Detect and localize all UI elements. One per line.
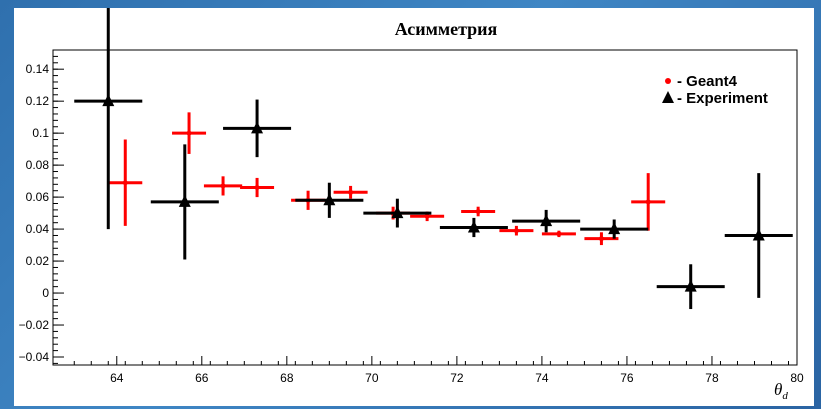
data-point-marker <box>608 222 621 235</box>
data-point-marker <box>598 236 604 242</box>
series-geant4 <box>108 112 666 246</box>
data-point-marker <box>251 121 264 134</box>
y-tick-label: 0.04 <box>26 222 50 236</box>
data-point-marker <box>513 228 519 234</box>
data-point-marker <box>220 183 226 189</box>
data-point-marker <box>323 193 336 206</box>
data-point-marker <box>467 220 480 233</box>
x-axis-title: θd <box>774 380 788 402</box>
data-point-marker <box>348 189 354 195</box>
x-tick-label: 80 <box>790 371 804 385</box>
y-tick-label: 0.14 <box>26 62 50 76</box>
legend-experiment-label: - Experiment <box>677 90 768 107</box>
data-point-marker <box>122 180 128 186</box>
x-axis-title-subscript: d <box>782 390 788 402</box>
data-point-marker <box>475 208 481 214</box>
x-tick-label: 68 <box>280 371 294 385</box>
data-point-marker <box>178 194 191 207</box>
x-tick-label: 72 <box>450 371 464 385</box>
plot-frame <box>52 49 798 366</box>
x-tick-label: 76 <box>620 371 634 385</box>
x-axis-title-main: θ <box>774 380 782 399</box>
x-tick-label: 74 <box>535 371 549 385</box>
y-tick-label: 0.1 <box>32 126 49 140</box>
data-point-marker <box>424 213 430 219</box>
x-tick-label: 70 <box>365 371 379 385</box>
data-point-marker <box>391 206 404 219</box>
y-tick-label: −0.02 <box>19 318 50 332</box>
x-tick-label: 64 <box>110 371 124 385</box>
legend-geant4-label: - Geant4 <box>677 73 738 90</box>
legend-experiment-marker <box>662 91 674 103</box>
y-tick-label: 0.02 <box>26 254 50 268</box>
data-point-marker <box>752 228 765 241</box>
data-point-marker <box>254 185 260 191</box>
y-axis: −0.04 −0.02 0 0.02 0.04 0.06 0.08 0.1 0.12 0.14 <box>19 55 64 364</box>
series-layer <box>74 8 793 310</box>
x-tick-label: 66 <box>195 371 209 385</box>
y-tick-label: 0.08 <box>26 158 50 172</box>
data-point-marker <box>645 199 651 205</box>
data-point-marker <box>684 279 697 292</box>
chart-title: Асимметрия <box>395 19 498 39</box>
legend: - Geant4 - Experiment <box>662 73 768 107</box>
series-experiment <box>74 8 793 310</box>
x-tick-label: 78 <box>705 371 719 385</box>
legend-geant4-marker <box>665 78 671 84</box>
y-tick-label: −0.04 <box>19 350 50 364</box>
y-tick-label: 0.12 <box>26 94 50 108</box>
x-axis: 64 66 68 70 72 74 76 78 80 <box>73 356 804 385</box>
asymmetry-chart: Асимметрия 64 66 68 70 72 74 76 78 80 −0.04 −0.02… <box>19 8 804 402</box>
data-point-marker <box>540 214 553 227</box>
data-point-marker <box>102 94 115 107</box>
y-tick-label: 0.06 <box>26 190 50 204</box>
chart-frame: Асимметрия 64 66 68 70 72 74 76 78 80 −0.04 −0.02… <box>14 8 814 406</box>
data-point-marker <box>556 231 562 237</box>
data-point-marker <box>186 130 192 136</box>
y-tick-label: 0 <box>42 286 49 300</box>
